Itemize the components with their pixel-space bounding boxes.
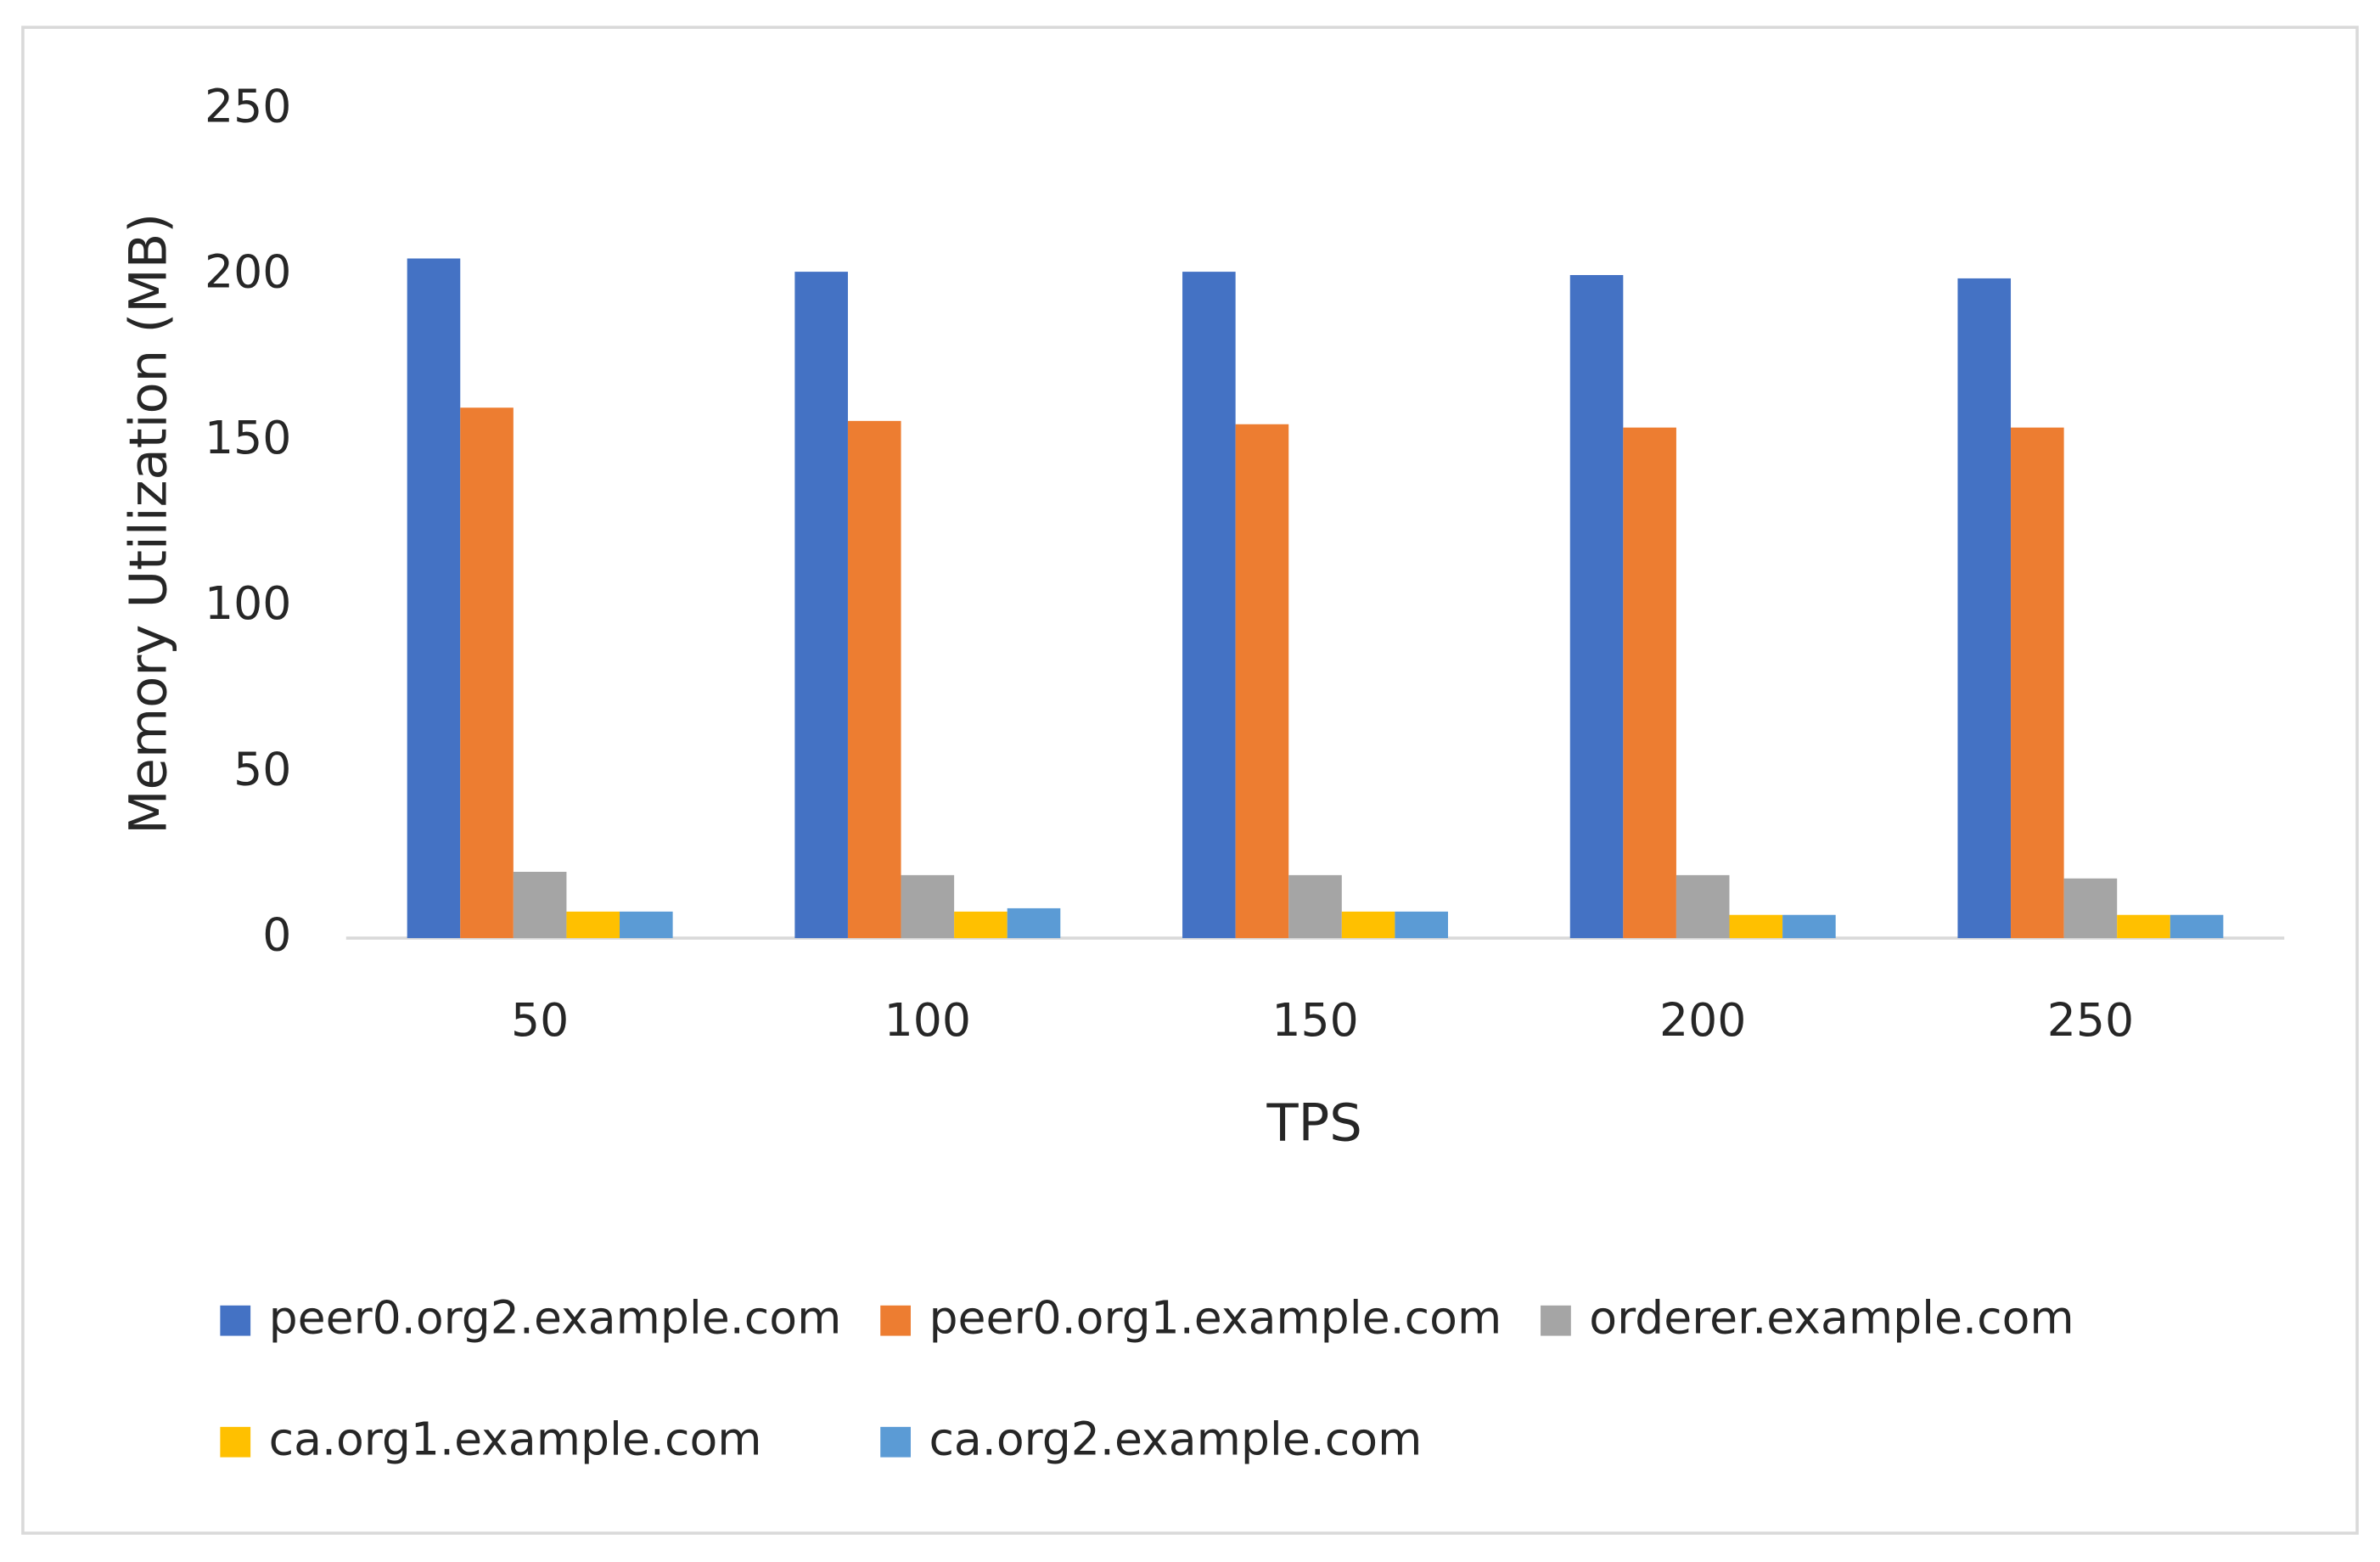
- legend-label: peer0.org1.example.com: [929, 1290, 1502, 1344]
- bar: [2170, 914, 2224, 939]
- bar: [847, 420, 901, 939]
- y-tick-label: 100: [205, 576, 291, 630]
- bar: [2011, 427, 2064, 939]
- legend-swatch: [880, 1305, 911, 1336]
- bar: [460, 407, 514, 939]
- legend-label: peer0.org2.example.com: [269, 1290, 842, 1344]
- legend-label: ca.org2.example.com: [929, 1412, 1422, 1465]
- y-tick-label: 0: [262, 908, 291, 962]
- bar: [1782, 914, 1836, 939]
- bar: [1395, 911, 1448, 939]
- x-tick-label: 200: [1659, 993, 1746, 1047]
- x-tick-label: 100: [884, 993, 971, 1047]
- bar: [1235, 424, 1289, 939]
- bar: [566, 911, 620, 939]
- bar: [954, 911, 1008, 939]
- bar: [901, 874, 955, 939]
- x-tick-label: 150: [1271, 993, 1358, 1047]
- bar: [2117, 914, 2170, 939]
- bar: [620, 911, 673, 939]
- y-tick-label: 200: [205, 245, 291, 299]
- x-tick-label: 50: [511, 993, 569, 1047]
- bar: [513, 871, 567, 939]
- bar: [1182, 272, 1236, 939]
- y-axis-title: Memory Utilization (MB): [120, 213, 179, 834]
- legend-swatch: [1541, 1305, 1571, 1336]
- bar: [1623, 427, 1676, 939]
- bar: [1341, 911, 1395, 939]
- legend-label: orderer.example.com: [1589, 1290, 2074, 1344]
- bar: [407, 258, 461, 939]
- bar: [1957, 278, 2012, 939]
- legend-swatch: [880, 1426, 911, 1458]
- legend-swatch: [220, 1305, 251, 1336]
- x-axis-title: TPS: [1266, 1093, 1361, 1153]
- bar: [1729, 914, 1783, 939]
- bar: [1676, 874, 1730, 939]
- bar: [1007, 907, 1061, 939]
- x-tick-label: 250: [2047, 993, 2134, 1047]
- bar: [1288, 874, 1342, 939]
- y-tick-label: 50: [233, 742, 291, 795]
- bar: [1569, 275, 1624, 939]
- y-tick-label: 250: [205, 79, 291, 132]
- bar: [2063, 878, 2118, 939]
- y-tick-label: 150: [205, 411, 291, 464]
- legend-swatch: [220, 1426, 251, 1458]
- bar: [794, 272, 848, 939]
- legend-label: ca.org1.example.com: [269, 1412, 762, 1465]
